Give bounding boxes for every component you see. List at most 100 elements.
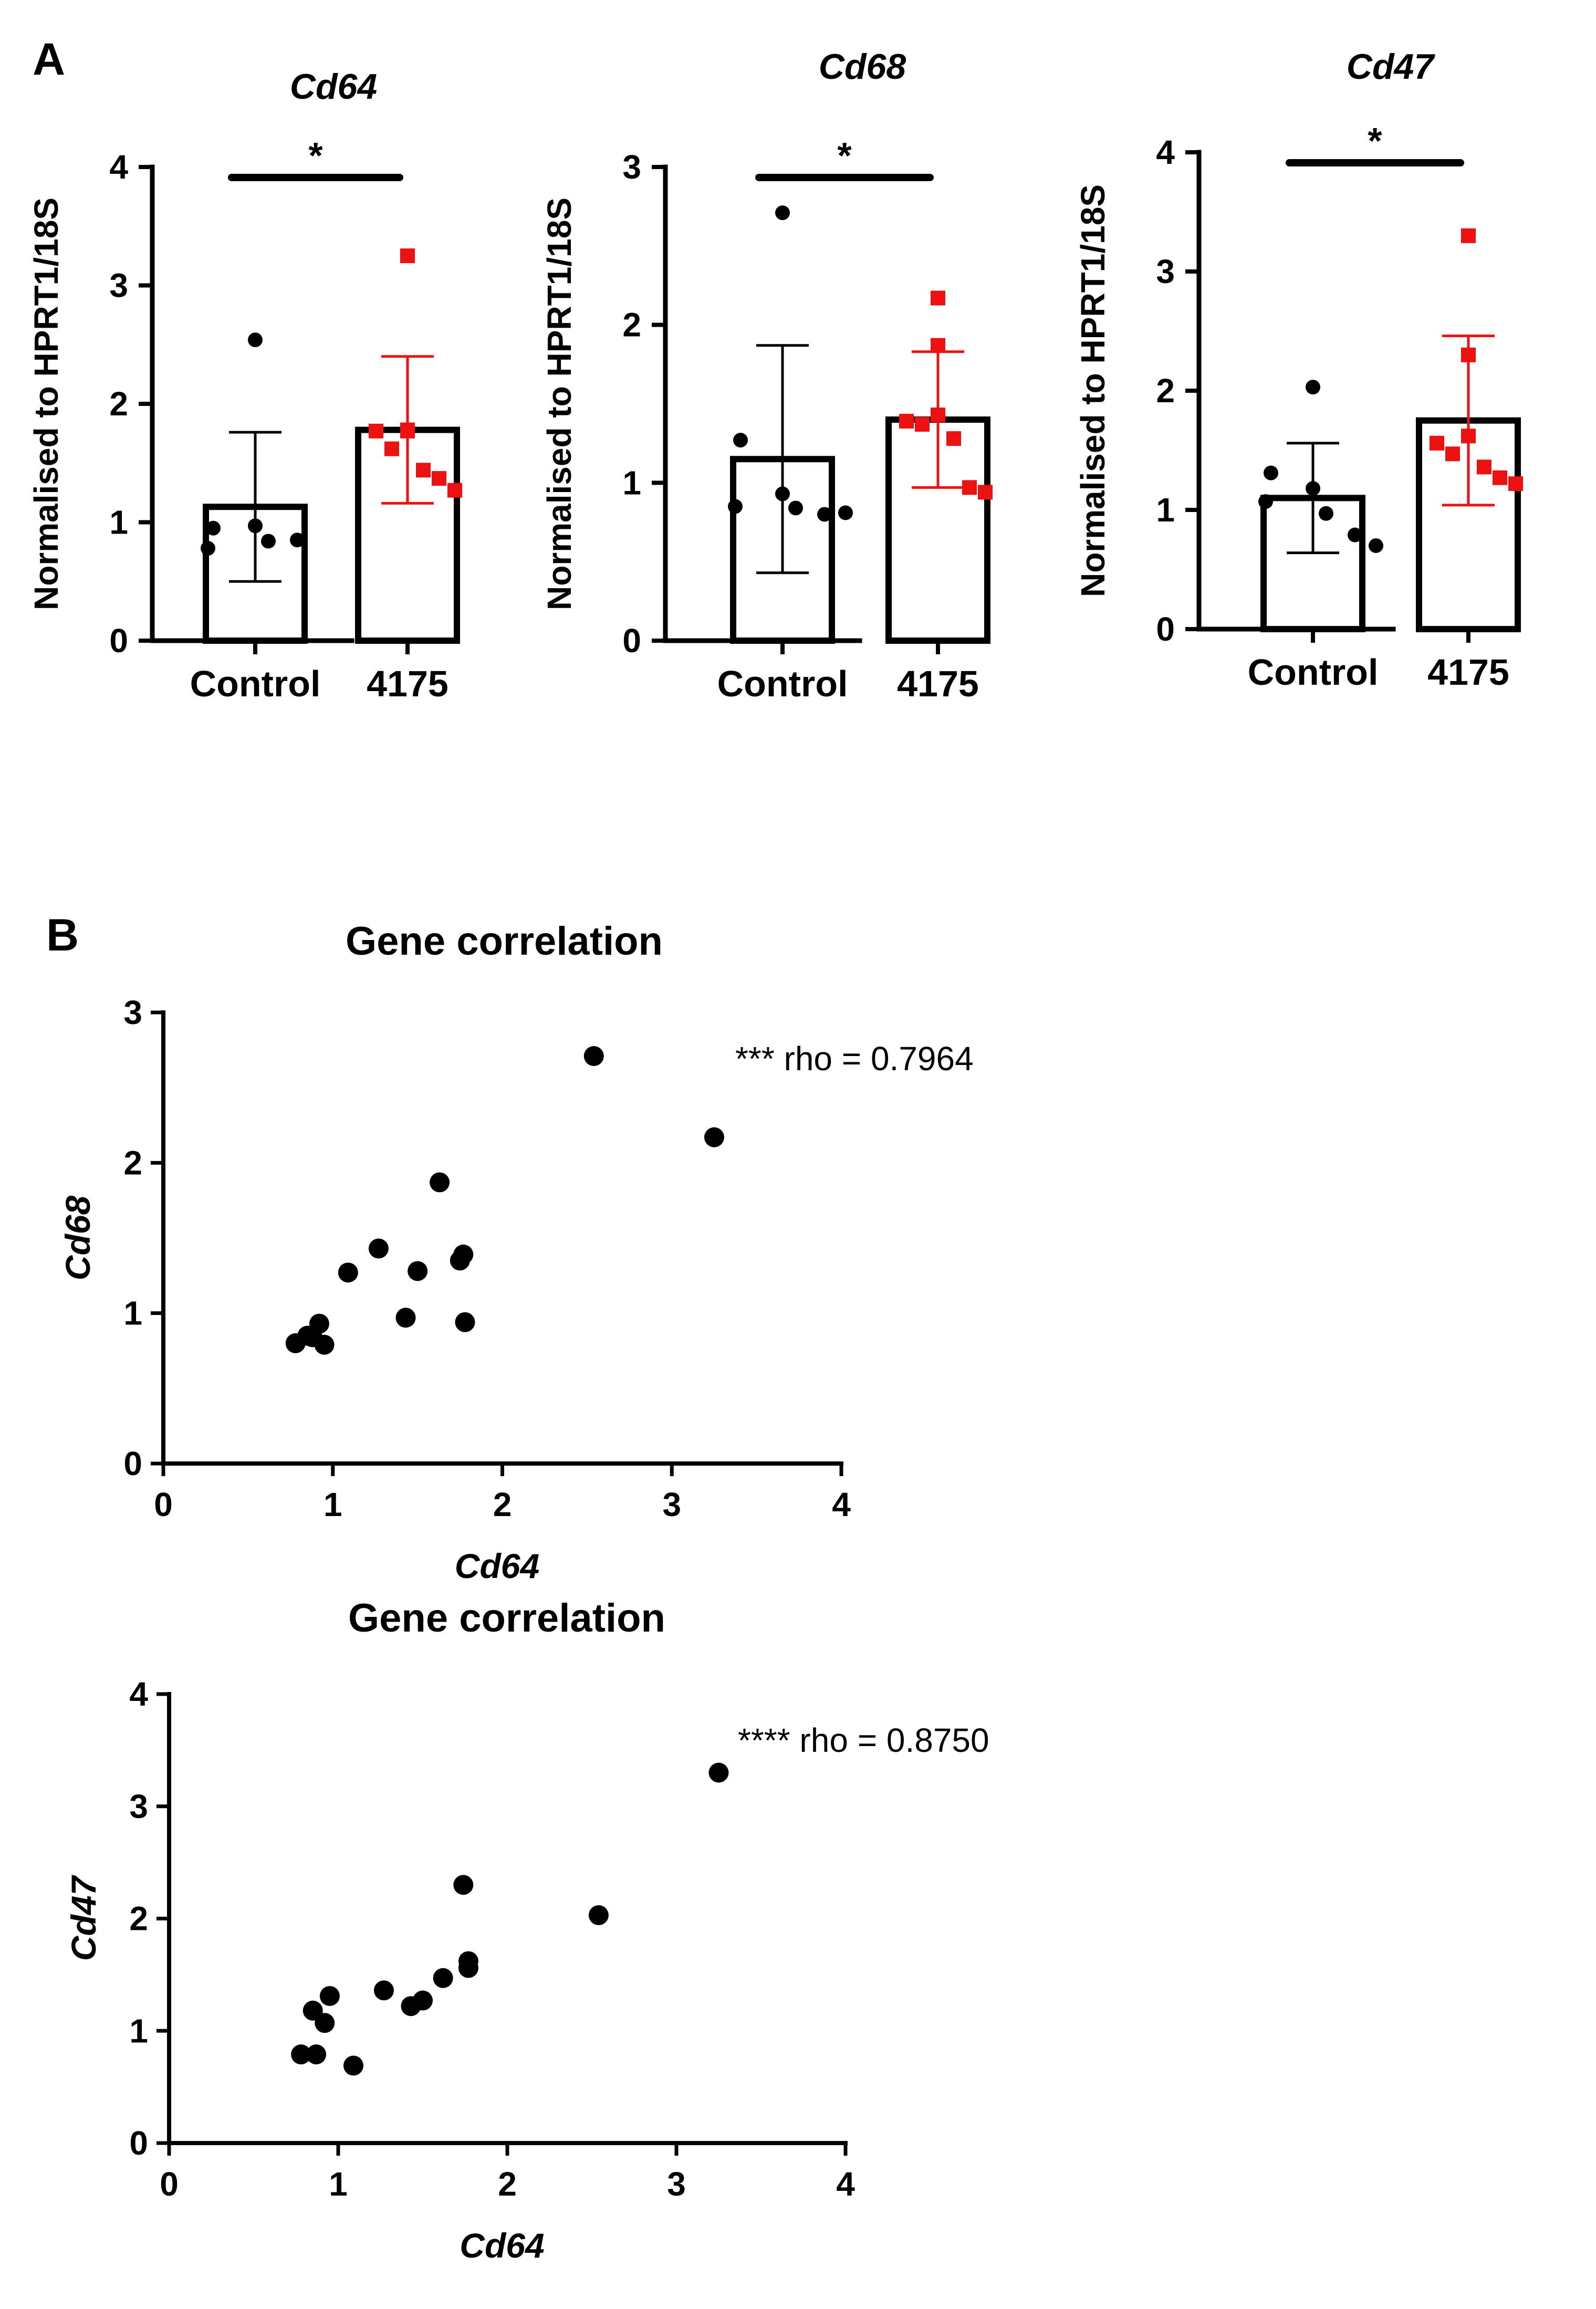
y-axis-label: Cd68 [58,1196,97,1281]
data-point [704,1127,724,1147]
y-tick-label: 3 [123,994,142,1031]
data-point [384,441,399,456]
x-tick-label: 2 [493,1486,512,1523]
y-axis-label: Normalised to HPRT1/18S [540,197,578,610]
data-point [817,507,832,522]
data-point [978,485,993,500]
data-point [588,1905,609,1926]
data-point [248,518,263,534]
data-point [315,2013,335,2033]
data-point [433,1968,453,1988]
x-category-label: Control [717,663,848,704]
x-category-label: 4175 [1427,652,1509,693]
data-point [248,332,263,348]
data-point [838,505,853,520]
data-point [338,1262,358,1283]
data-point [1348,527,1362,542]
x-category-label: Control [1248,652,1379,693]
data-point [432,471,446,486]
data-point [206,520,221,536]
y-tick-label: 1 [123,1294,142,1332]
y-tick-label: 2 [109,385,128,423]
data-point [343,2055,363,2076]
y-tick-label: 1 [129,2012,148,2050]
x-category-label: 4175 [897,663,979,704]
chart-title: Cd68 [819,47,906,87]
data-point [400,423,415,438]
data-point [733,433,748,448]
cd64-cd68-correlation-chart: Gene correlation 0 1 2 3 0 1 2 3 4 Cd64 Cd68 *** rho… [58,919,974,1585]
data-point [962,480,977,495]
data-point [290,532,305,548]
data-point [1430,435,1444,451]
data-point [455,1312,475,1332]
chart-title: Gene correlation [346,919,663,964]
data-point [1461,347,1476,362]
data-point [369,423,383,438]
y-tick-label: 0 [622,622,641,660]
x-tick-label: 4 [836,2165,855,2203]
y-tick-label: 2 [1156,372,1175,410]
data-point [291,2044,311,2065]
significance-label: * [1368,120,1382,161]
x-tick-label: 4 [832,1486,851,1523]
data-point [775,486,790,501]
data-point [899,414,914,429]
y-tick-label: 2 [129,1900,148,1938]
y-tick-label: 2 [123,1144,142,1182]
correlation-annotation: **** rho = 0.8750 [738,1721,989,1759]
panel-a-label: A [33,34,65,85]
data-point [946,431,961,446]
y-axis-label: Cd47 [64,1875,103,1961]
data-point [453,1875,474,1895]
data-point [201,541,215,556]
data-point [1493,470,1507,485]
data-point [1445,446,1460,462]
data-point [319,1986,340,2006]
data-point [458,1958,478,1978]
y-axis-label: Normalised to HPRT1/18S [27,197,65,610]
y-axis-label: Normalised to HPRT1/18S [1074,184,1112,597]
data-point [447,483,462,498]
data-point [728,499,743,514]
y-tick-label: 3 [129,1788,148,1825]
y-tick-label: 0 [123,1445,142,1482]
data-point [430,1172,450,1193]
data-point [1258,494,1273,509]
x-tick-label: 0 [160,2165,179,2203]
y-tick-label: 1 [1156,491,1175,529]
data-point [931,290,945,306]
x-tick-label: 3 [662,1486,681,1523]
y-tick-label: 1 [622,464,641,501]
y-tick-label: 3 [109,267,128,305]
data-point [261,534,276,549]
data-point [408,1261,428,1281]
data-point [1319,506,1333,521]
y-tick-label: 4 [109,148,128,186]
data-point [1477,459,1491,475]
data-point [708,1762,729,1783]
significance-label: * [308,135,323,176]
data-point [416,463,431,478]
data-point [302,2000,323,2021]
data-point [368,1238,389,1259]
x-tick-label: 0 [154,1486,173,1523]
data-point [1264,465,1278,480]
cd64-cd47-correlation-chart: Gene correlation 0 1 2 3 4 0 1 2 3 4 Cd64 Cd47 **** r… [64,1596,989,2265]
x-axis-label: Cd64 [455,1547,539,1585]
y-tick-label: 0 [1156,610,1175,648]
significance-label: * [837,135,852,176]
data-point [1461,228,1476,243]
chart-title: Cd64 [290,67,377,107]
data-point [373,1980,394,2001]
y-tick-label: 2 [622,306,641,344]
y-tick-label: 0 [109,622,128,660]
x-category-label: Control [190,663,321,704]
chart-title: Cd47 [1347,47,1435,87]
data-point [775,205,790,221]
y-tick-label: 3 [1156,253,1175,290]
chart-title: Gene correlation [348,1596,665,1641]
data-point [285,1333,306,1353]
data-point [1461,429,1476,444]
y-tick-label: 0 [129,2124,148,2162]
